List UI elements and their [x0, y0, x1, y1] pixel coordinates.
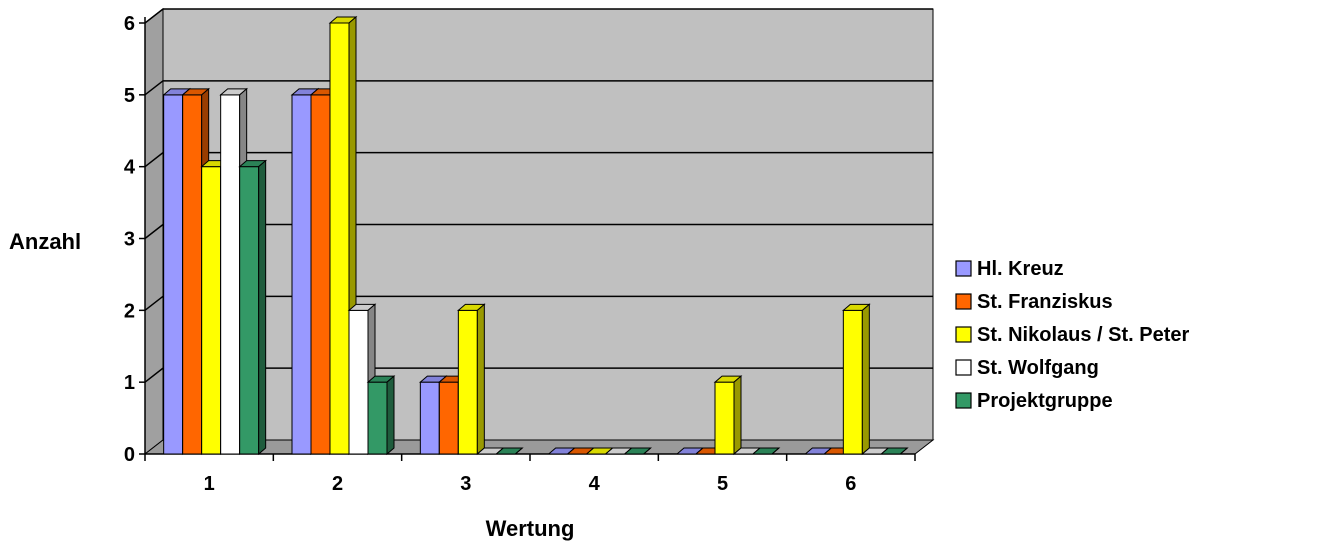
y-tick-label: 2: [124, 300, 135, 322]
legend-swatch: [955, 326, 972, 343]
x-tick-label: 3: [460, 473, 471, 495]
x-tick-label: 4: [589, 473, 601, 495]
y-tick-label: 1: [124, 372, 135, 394]
y-tick-label: 3: [124, 229, 135, 251]
x-axis-title: Wertung: [486, 516, 575, 541]
legend-swatch: [955, 359, 972, 376]
bar: [623, 447, 653, 455]
legend-item: St. Nikolaus / St. Peter: [955, 324, 1190, 346]
legend-label: St. Franziskus: [977, 291, 1113, 313]
legend: Hl. Kreuz St. Franziskus St. Nikolaus / St…: [955, 258, 1190, 412]
x-tick-label: 2: [332, 473, 343, 495]
gridline: [144, 80, 933, 96]
y-tick-labels: 0 1 2 3 4 5 6: [124, 13, 136, 466]
y-tick-label: 5: [124, 85, 135, 107]
gridline: [144, 8, 933, 24]
legend-item: Projektgruppe: [955, 390, 1113, 412]
bar: [366, 375, 396, 456]
bar: [713, 375, 743, 456]
axes: [139, 17, 916, 461]
gridline: [144, 295, 933, 311]
gridline: [144, 223, 933, 240]
legend-label: Hl. Kreuz: [977, 258, 1064, 280]
y-tick-label: 6: [124, 13, 135, 35]
legend-label: Projektgruppe: [977, 390, 1113, 412]
legend-label: St. Wolfgang: [977, 357, 1099, 379]
x-tick-label: 5: [717, 473, 728, 495]
x-tick-labels: 1 2 3 4 5 6: [204, 473, 857, 495]
legend-item: St. Wolfgang: [955, 357, 1099, 379]
y-tick-label: 4: [124, 157, 136, 179]
gridline: [144, 367, 933, 383]
y-axis-title: Anzahl: [9, 229, 81, 254]
x-tick-label: 6: [845, 473, 856, 495]
legend-swatch: [955, 293, 972, 310]
y-tick-label: 0: [124, 444, 135, 466]
legend-item: Hl. Kreuz: [955, 258, 1064, 280]
gridlines: [144, 8, 933, 383]
legend-swatch: [955, 260, 972, 277]
legend-item: St. Franziskus: [955, 291, 1113, 313]
bar: [494, 447, 524, 455]
bar: [456, 303, 486, 456]
bar: [841, 303, 871, 456]
bars: [162, 15, 909, 456]
bar: [751, 447, 781, 455]
bar: [238, 159, 268, 456]
bar: [879, 447, 909, 455]
gridline: [144, 151, 933, 168]
x-tick-label: 1: [204, 473, 215, 495]
legend-swatch: [955, 392, 972, 409]
legend-label: St. Nikolaus / St. Peter: [977, 324, 1190, 346]
